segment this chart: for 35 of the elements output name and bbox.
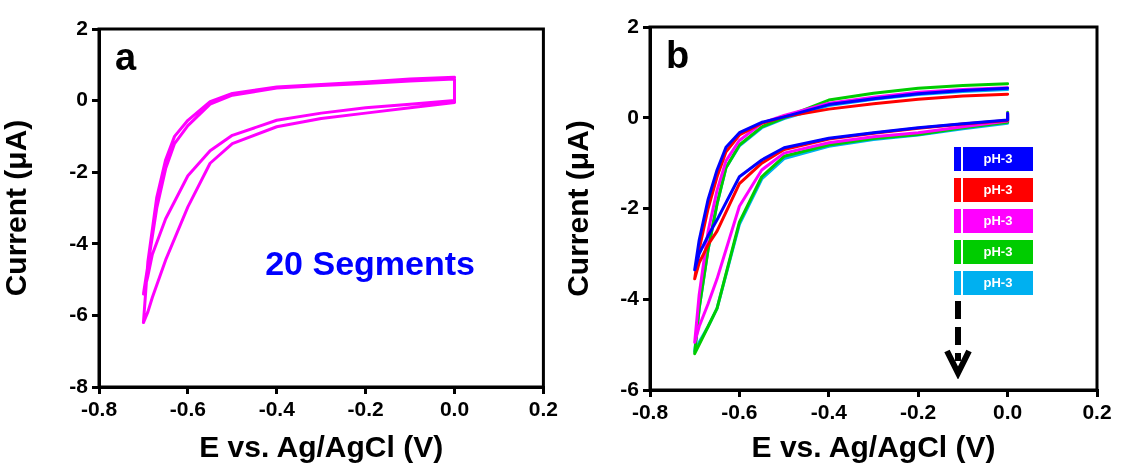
y-tick-label: 2 bbox=[76, 15, 88, 39]
x-tick-label: 0.2 bbox=[528, 397, 559, 421]
x-tick-label: -0.8 bbox=[80, 397, 118, 421]
x-tick-label: 0.0 bbox=[993, 400, 1023, 424]
x-tick-label: -0.4 bbox=[258, 397, 296, 421]
y-tick-label: -6 bbox=[620, 376, 639, 400]
y-tick-label: -2 bbox=[69, 159, 88, 182]
x-tick-label: 0.0 bbox=[439, 397, 470, 421]
annotation: a bbox=[115, 36, 137, 79]
legend-label: pH-3 bbox=[962, 177, 1033, 202]
x-tick-label: -0.8 bbox=[631, 400, 669, 424]
annotation: 20 Segments bbox=[265, 243, 475, 282]
x-axis-title: E vs. Ag/AgCl (V) bbox=[199, 430, 444, 464]
y-tick-label: -6 bbox=[69, 302, 88, 326]
y-tick-label: 2 bbox=[627, 13, 639, 37]
y-axis-title: Current (μA) bbox=[561, 120, 595, 297]
y-tick-label: -4 bbox=[620, 286, 640, 310]
x-tick-label: -0.4 bbox=[810, 400, 848, 424]
x-tick-label: -0.2 bbox=[900, 400, 937, 424]
y-axis-title: Current (μA) bbox=[0, 119, 33, 297]
y-tick-label: 0 bbox=[76, 87, 88, 111]
annotation: b bbox=[666, 34, 690, 77]
legend-label: pH-3 bbox=[962, 146, 1033, 171]
x-tick-label: 0.2 bbox=[1082, 400, 1112, 424]
x-axis-title: E vs. Ag/AgCl (V) bbox=[751, 430, 996, 464]
y-tick-label: -4 bbox=[69, 230, 89, 254]
x-tick-label: -0.6 bbox=[169, 397, 206, 421]
x-tick-label: -0.6 bbox=[721, 400, 758, 424]
y-tick-label: 0 bbox=[627, 104, 639, 128]
legend-label: pH-3 bbox=[962, 208, 1033, 233]
x-tick-label: -0.2 bbox=[347, 397, 384, 421]
y-tick-label: -8 bbox=[69, 373, 89, 397]
legend-label: pH-3 bbox=[962, 239, 1033, 264]
legend-label: pH-3 bbox=[962, 270, 1033, 295]
y-tick-label: -2 bbox=[620, 195, 639, 219]
